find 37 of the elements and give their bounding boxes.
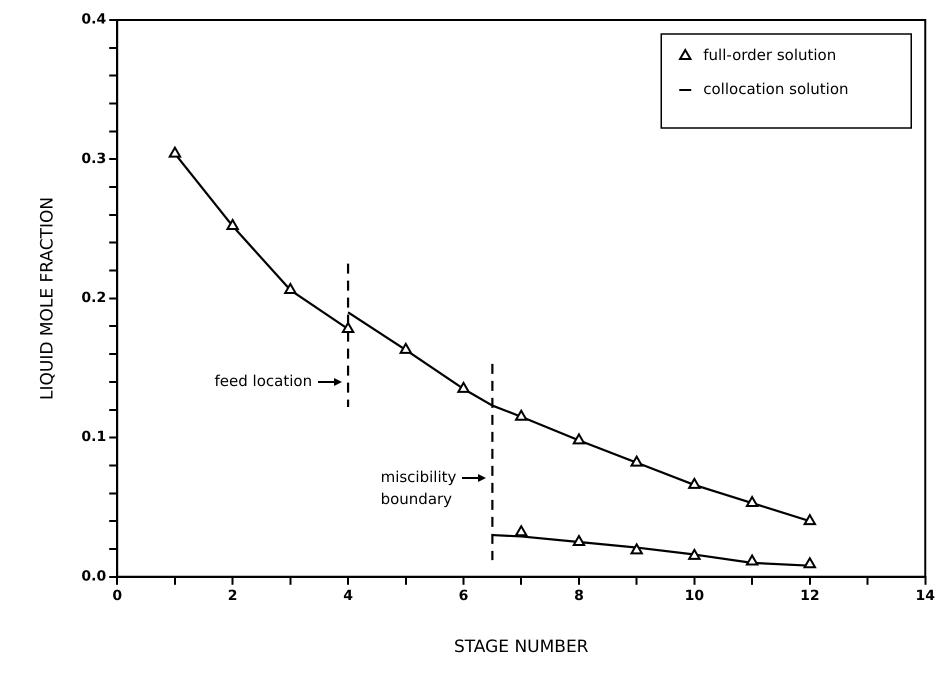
x-tick-label: 4	[343, 588, 354, 604]
x-tick-label: 8	[574, 588, 584, 604]
y-tick-label: 0.1	[81, 429, 106, 446]
point	[804, 514, 816, 526]
x-tick-label: 10	[684, 588, 704, 604]
point	[342, 322, 354, 334]
point	[804, 557, 816, 568]
point	[746, 554, 758, 566]
x-tick-label: 14	[916, 588, 936, 604]
y-tick-label: 0.3	[81, 150, 106, 167]
x-tick-label: 0	[112, 588, 122, 604]
y-tick-label: 0.0	[81, 568, 106, 584]
point	[688, 548, 701, 560]
legend-label: collocation solution	[703, 80, 849, 98]
x-axis-title: STAGE NUMBER	[454, 637, 589, 658]
x-tick-label: 6	[458, 588, 468, 604]
y-axis-title: LIQUID MOLE FRACTION	[38, 196, 58, 400]
point	[688, 478, 701, 489]
point	[226, 219, 239, 230]
annotation: miscibility boundary	[380, 468, 456, 508]
point	[630, 543, 643, 554]
point	[400, 342, 412, 354]
x-tick-label: 2	[228, 588, 238, 604]
y-tick-label: 0.4	[81, 12, 106, 28]
point	[515, 410, 528, 421]
x-tick-label: 12	[800, 588, 820, 604]
point	[457, 382, 470, 393]
legend-label: full-order solution	[703, 46, 836, 64]
point	[572, 433, 586, 444]
point	[515, 525, 528, 536]
point	[630, 456, 643, 467]
point	[746, 496, 758, 508]
point	[284, 283, 297, 294]
point	[572, 535, 586, 546]
point	[168, 146, 182, 158]
y-tick-label: 0.2	[81, 290, 106, 306]
annotation: feed location	[214, 372, 312, 390]
